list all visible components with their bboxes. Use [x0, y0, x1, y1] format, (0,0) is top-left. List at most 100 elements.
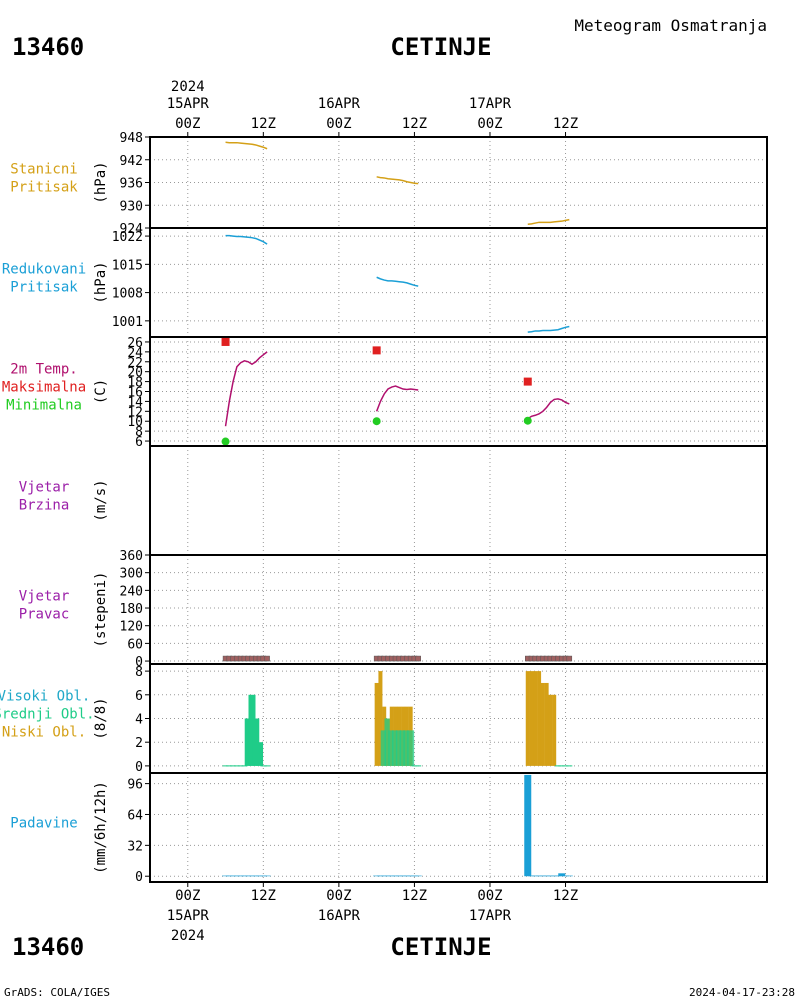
series-line: [527, 325, 570, 333]
low-cloud-bar: [525, 671, 530, 766]
precip-bar: [528, 875, 536, 877]
precip-bar: [399, 875, 407, 877]
footer-timestamp: 2024-04-17-23:28: [689, 986, 795, 999]
y-tick-label: 32: [127, 839, 143, 854]
tmin-marker: [221, 437, 230, 446]
y-tick-label: 20: [127, 366, 143, 381]
y-axis-label: (hPa): [93, 261, 109, 303]
y-tick-label: 96: [127, 778, 143, 793]
precip-bar: [225, 875, 233, 877]
mid-cloud-bar: [380, 730, 388, 766]
precip-bar: [248, 875, 256, 877]
panel-frame: [149, 554, 768, 665]
y-tick-label: 6: [135, 435, 143, 450]
panel-label: Vjetar: [19, 480, 70, 496]
mid-cloud-bar: [384, 718, 392, 766]
precip-bar: [535, 875, 543, 877]
precip-bar: [263, 875, 271, 877]
panel-label: Srednji Obl.: [0, 707, 95, 723]
y-tick-label: 10: [127, 415, 143, 430]
mid-cloud-bar: [403, 730, 411, 766]
tmax-marker: [221, 337, 230, 346]
axis-date-bottom: 15APR: [167, 908, 210, 924]
series-line: [225, 234, 268, 245]
chart-title: Meteogram Osmatranja: [574, 16, 767, 35]
mid-cloud-bar: [407, 730, 415, 766]
low-cloud-bar: [374, 682, 379, 766]
y-tick-label: 0: [135, 655, 143, 670]
panel-label: Niski Obl.: [2, 725, 86, 741]
precip-bar: [384, 875, 392, 877]
low-cloud-bar: [529, 671, 534, 766]
axis-year-bottom: 2024: [171, 928, 205, 944]
y-tick-label: 60: [127, 637, 143, 652]
y-axis-label: (8/8): [93, 697, 109, 739]
mid-cloud-bar: [392, 730, 400, 766]
axis-00z-bottom: 00Z: [175, 888, 200, 904]
mid-cloud-bar: [395, 730, 403, 766]
wind-direction-bar: [566, 655, 573, 662]
panel-3: (m/s) Vjetar Brzina: [19, 445, 768, 556]
axis-year-top: 2024: [171, 79, 205, 95]
axis-12z-bottom: 12Z: [553, 888, 578, 904]
y-tick-label: 0: [135, 760, 143, 775]
precip-bar: [395, 875, 403, 877]
y-tick-label: 924: [120, 222, 144, 237]
precip-bar: [259, 875, 267, 877]
station-id-bottom: 13460: [12, 933, 84, 961]
y-axis-label: (C): [93, 379, 109, 404]
mid-cloud-bar: [244, 718, 252, 766]
panel-label: Pravac: [19, 607, 70, 623]
y-tick-label: 948: [120, 131, 143, 146]
precip-bar: [388, 875, 396, 877]
y-tick-label: 4: [135, 713, 143, 728]
series-line: [225, 141, 268, 150]
tmin-marker: [372, 417, 381, 426]
panel-label: 2m Temp.: [10, 362, 77, 378]
low-cloud-bar: [533, 671, 538, 766]
y-tick-label: 22: [127, 356, 143, 371]
y-tick-label: 16: [127, 386, 143, 401]
precip-bar: [539, 875, 547, 877]
axis-12z-bottom: 12Z: [251, 888, 276, 904]
series-line: [376, 276, 419, 287]
precip-bar: [524, 774, 532, 877]
y-tick-label: 8: [135, 665, 143, 680]
y-tick-label: 8: [135, 425, 143, 440]
y-tick-label: 26: [127, 336, 143, 351]
low-cloud-bar: [540, 682, 545, 766]
precip-bar: [558, 873, 566, 877]
y-tick-label: 1022: [112, 230, 143, 245]
axis-12z-top: 12Z: [553, 116, 578, 132]
precip-bar: [403, 875, 411, 877]
precip-bar: [380, 875, 388, 877]
y-tick-label: 1008: [112, 287, 143, 302]
precip-bar: [414, 875, 422, 877]
precip-bar: [233, 875, 241, 877]
y-tick-label: 180: [120, 602, 143, 617]
y-axis-label: (stepeni): [93, 572, 109, 648]
axis-00z-top: 00Z: [175, 116, 200, 132]
panel-label: Vjetar: [19, 589, 70, 605]
panel-5: 0 2 4 6 8 (8/8)Visoki Obl. Srednji Obl. Niski O…: [0, 663, 768, 775]
panel-label: Pritisak: [10, 280, 78, 296]
axis-date-top: 16APR: [318, 96, 361, 112]
series-line: [527, 218, 570, 225]
low-cloud-bar: [552, 694, 557, 766]
y-tick-label: 6: [135, 689, 143, 704]
precip-bar: [252, 875, 260, 877]
axis-12z-top: 12Z: [402, 116, 427, 132]
panel-label: Padavine: [10, 816, 77, 832]
series-line: [224, 351, 268, 427]
y-axis-label: (mm/6h/12h): [93, 781, 109, 874]
precip-bar: [237, 875, 245, 877]
mid-cloud-bar: [252, 718, 260, 766]
axis-00z-bottom: 00Z: [326, 888, 351, 904]
y-axis-label: (hPa): [93, 161, 109, 203]
precip-bar: [410, 875, 418, 877]
low-cloud-bar: [544, 682, 549, 766]
precip-bar: [240, 875, 248, 877]
y-tick-label: 14: [127, 395, 143, 410]
panel-4: 0 60 120 180 240 300 360 (stepeni) Vjetar Pravac: [19, 549, 768, 670]
